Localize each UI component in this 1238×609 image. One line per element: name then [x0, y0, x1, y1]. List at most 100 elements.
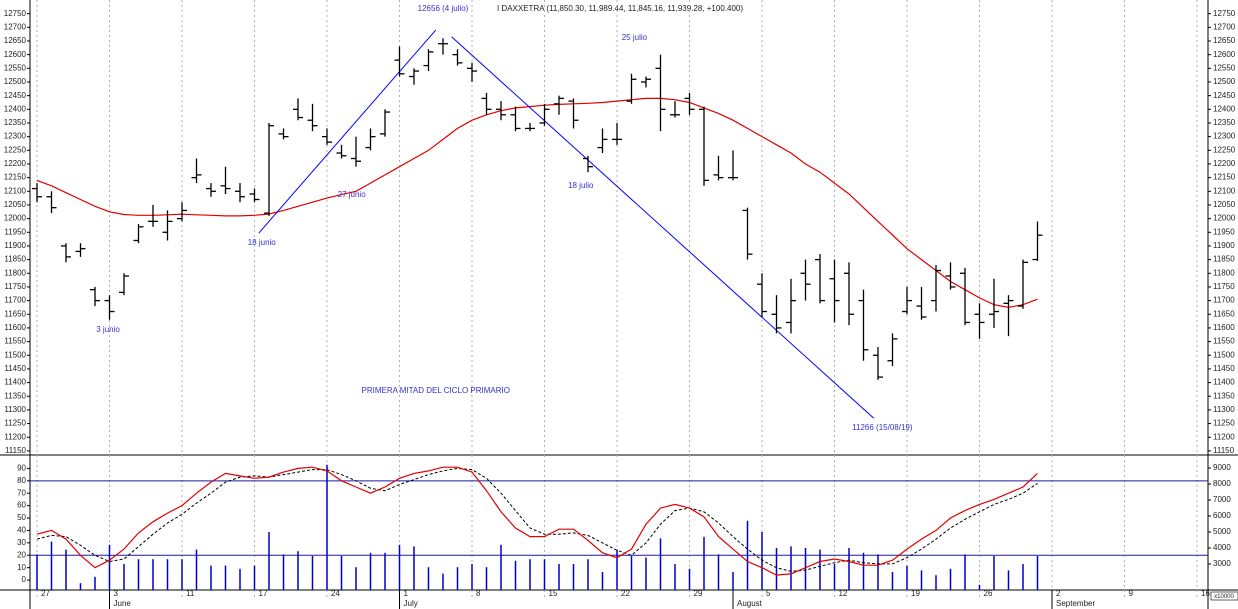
volume-bar: [732, 572, 734, 590]
volume-bar: [572, 564, 575, 590]
volume-bar: [703, 536, 705, 590]
y-tick-label: 12450: [4, 91, 27, 100]
volume-bar: [645, 557, 647, 590]
volume-bar: [949, 568, 952, 590]
y-tick-label: 11400: [1213, 378, 1235, 387]
y-tick-label: 11900: [4, 241, 26, 250]
y-tick-label: 12750: [1213, 9, 1236, 18]
y-tick-label: 11200: [1213, 432, 1235, 441]
volume-bar: [804, 548, 807, 590]
volume-bar: [978, 584, 981, 590]
y-tick-label: 12550: [4, 63, 27, 72]
trendline: [258, 29, 437, 234]
y-tick-label: 11250: [1213, 419, 1235, 428]
trendline: [451, 36, 874, 419]
annotation: 25 julio: [622, 33, 648, 42]
volume-bar: [123, 564, 125, 590]
stochastic-d: [36, 467, 1038, 572]
y-tick-label: 11500: [1213, 350, 1235, 359]
volume-bar: [195, 549, 198, 590]
volume-bar: [442, 573, 444, 590]
x-tick-label: 19: [911, 589, 920, 598]
y-tick-label: 12300: [1213, 132, 1236, 141]
volume-bar: [413, 546, 415, 590]
month-label: August: [737, 599, 763, 608]
y-tick-label: 11600: [1213, 323, 1235, 332]
y-tick-label: 11650: [1213, 309, 1235, 318]
y-tick-label: 11750: [1213, 282, 1235, 291]
y-tick-label: 11550: [1213, 337, 1235, 346]
volume-bar: [935, 575, 937, 590]
y-tick-label: 12450: [1213, 91, 1236, 100]
volume-bar: [181, 559, 183, 590]
volume-bar: [1007, 570, 1010, 590]
y-tick-label: 12200: [1213, 159, 1236, 168]
y-tick-label: 12150: [1213, 173, 1236, 182]
x-tick-label: 17: [259, 589, 268, 598]
annotation: 12656 (4 julio): [418, 4, 469, 13]
y-tick-label: 12000: [1213, 214, 1236, 223]
stochastic-k: [36, 466, 1038, 576]
volume-bar: [326, 464, 328, 590]
annotation: 3 junio: [96, 325, 120, 334]
y-tick-label: 10: [17, 563, 26, 572]
y-tick-label: 20: [17, 550, 26, 559]
volume-bar: [543, 559, 546, 590]
y-tick-label: 12600: [4, 50, 27, 59]
y-tick-label: 12250: [4, 145, 27, 154]
annotation: 11266 (15/08/19): [852, 423, 913, 432]
volume-bar: [355, 567, 357, 590]
volume-bar: [137, 559, 140, 590]
y-tick-label: 11350: [1213, 391, 1235, 400]
volume-bar: [775, 548, 778, 590]
volume-bar: [964, 554, 966, 590]
y2-tick-label: 4000: [1213, 543, 1231, 552]
volume-bar: [166, 559, 169, 590]
volume-bar: [920, 570, 923, 590]
y2-unit: x10000: [1214, 594, 1234, 600]
y-tick-label: 12200: [4, 159, 27, 168]
y-tick-label: 11850: [1213, 255, 1235, 264]
volume-bar: [282, 554, 285, 590]
x-tick-label: 8: [476, 589, 481, 598]
y-tick-label: 12250: [1213, 145, 1236, 154]
x-tick-label: 2: [1056, 589, 1061, 598]
annotation: 27 junio: [338, 190, 367, 199]
volume-bar: [239, 568, 241, 590]
volume-bar: [761, 532, 763, 590]
y-tick-label: 12400: [4, 104, 27, 113]
volume-bar: [601, 572, 604, 590]
y-tick-label: 90: [17, 464, 26, 473]
y-tick-label: 12500: [1213, 77, 1236, 86]
y-tick-label: 12000: [4, 214, 27, 223]
y2-tick-label: 6000: [1213, 511, 1231, 520]
y-tick-label: 11550: [4, 337, 26, 346]
volume-bar: [674, 564, 676, 590]
x-tick-label: 15: [549, 589, 558, 598]
month-label: June: [114, 599, 132, 608]
y-tick-label: 12300: [4, 132, 27, 141]
y-tick-label: 11750: [4, 282, 26, 291]
y2-tick-label: 3000: [1213, 559, 1231, 568]
volume-bar: [297, 551, 299, 590]
y-tick-label: 12100: [4, 186, 27, 195]
annotation: 18 junio: [248, 238, 277, 247]
y-tick-label: 11600: [4, 323, 26, 332]
x-tick-label: 26: [984, 589, 993, 598]
volume-bar: [630, 556, 633, 590]
volume-bar: [210, 565, 212, 590]
volume-bar: [108, 544, 111, 590]
y-tick-label: 11200: [4, 432, 26, 441]
y-tick-label: 11400: [4, 378, 26, 387]
y-tick-label: 11250: [4, 419, 26, 428]
y-tick-label: 12550: [1213, 63, 1236, 72]
y-tick-label: 80: [17, 476, 26, 485]
y-tick-label: 11650: [4, 309, 26, 318]
volume-bar: [224, 565, 227, 590]
volume-bar: [456, 567, 459, 590]
y-tick-label: 11800: [1213, 268, 1235, 277]
y-tick-label: 70: [17, 488, 26, 497]
annotation: 18 julio: [568, 181, 594, 190]
y-tick-label: 12600: [1213, 50, 1236, 59]
x-tick-label: 16: [1201, 589, 1210, 598]
